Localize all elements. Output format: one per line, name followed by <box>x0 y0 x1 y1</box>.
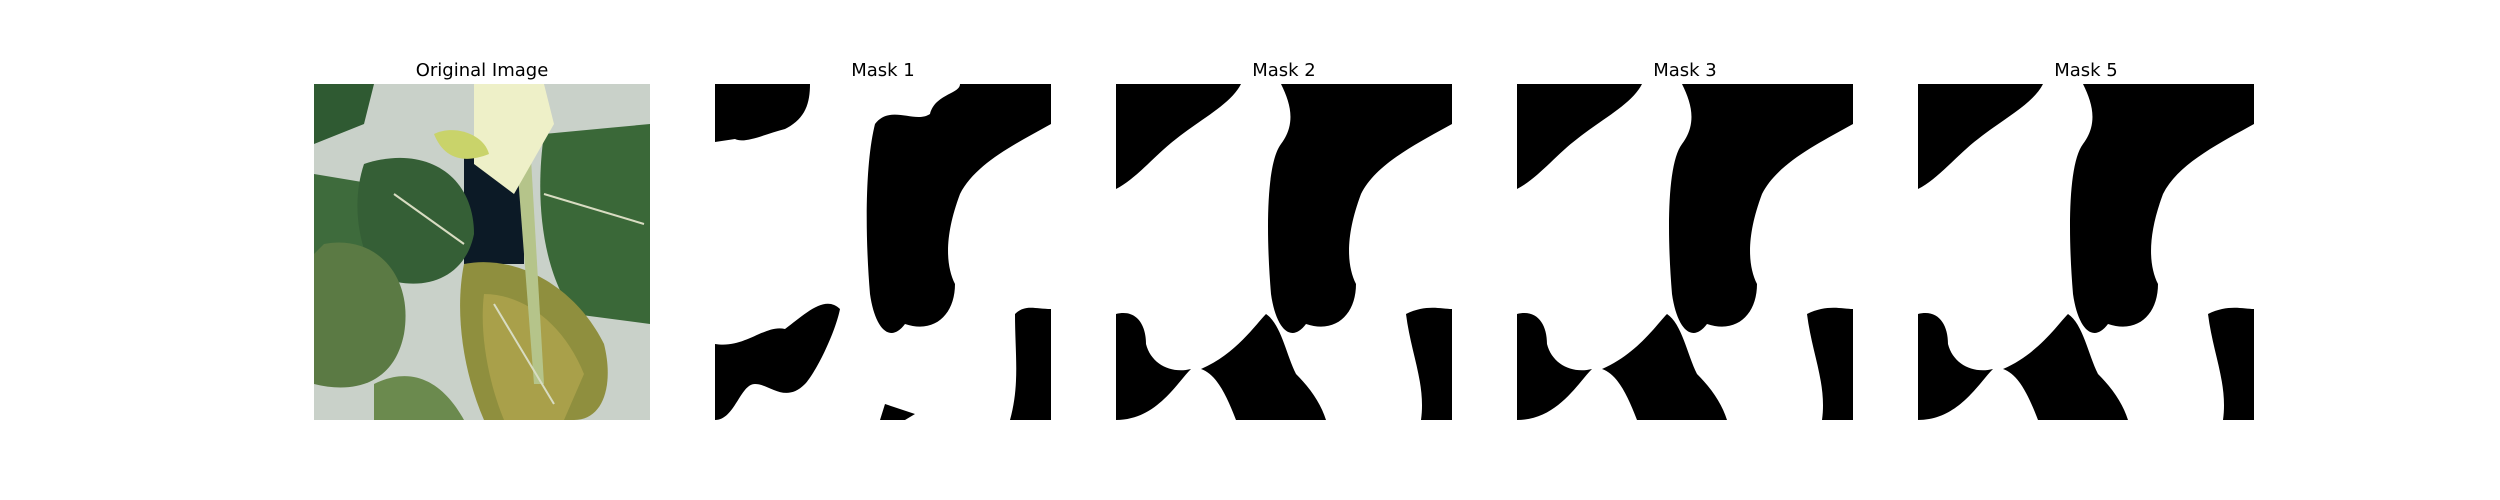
mask2-image <box>1116 84 1452 420</box>
panel-title-original: Original Image <box>415 60 549 81</box>
mask1-shape <box>715 84 1051 420</box>
mask2-shape <box>1116 84 1452 420</box>
mask3-image <box>1517 84 1853 420</box>
panel-title-mask5: Mask 5 <box>2054 60 2118 81</box>
mask5-shape <box>1918 84 2254 420</box>
panel-title-mask1: Mask 1 <box>851 60 915 81</box>
panel-title-mask3: Mask 3 <box>1653 60 1717 81</box>
mask1-image <box>715 84 1051 420</box>
panel-title-mask2: Mask 2 <box>1252 60 1316 81</box>
plant-photo <box>314 84 650 420</box>
original-image <box>314 84 650 420</box>
mask3-shape <box>1517 84 1853 420</box>
mask5-image <box>1918 84 2254 420</box>
